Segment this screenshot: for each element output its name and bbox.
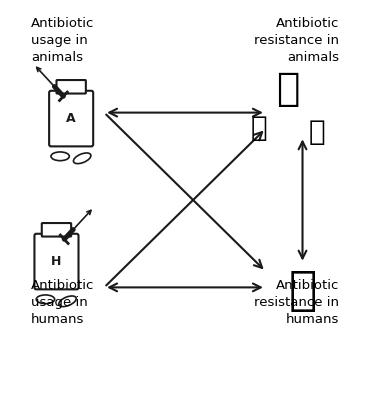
- FancyBboxPatch shape: [34, 234, 78, 289]
- Text: Antibiotic
usage in
animals: Antibiotic usage in animals: [31, 17, 94, 64]
- FancyBboxPatch shape: [49, 91, 93, 146]
- Text: 🐔: 🐔: [250, 114, 267, 142]
- Text: Antibiotic
usage in
humans: Antibiotic usage in humans: [31, 280, 94, 326]
- Ellipse shape: [36, 295, 55, 304]
- Text: Antibiotic
resistance in
animals: Antibiotic resistance in animals: [254, 17, 339, 64]
- Text: Antibiotic
resistance in
humans: Antibiotic resistance in humans: [254, 280, 339, 326]
- Text: H: H: [51, 255, 62, 268]
- Text: A: A: [66, 112, 76, 125]
- Ellipse shape: [59, 296, 76, 307]
- Text: 🐄: 🐄: [276, 70, 299, 108]
- Ellipse shape: [73, 153, 91, 164]
- Text: 🐷: 🐷: [309, 118, 326, 146]
- FancyBboxPatch shape: [57, 80, 86, 94]
- FancyBboxPatch shape: [42, 223, 71, 236]
- Ellipse shape: [51, 152, 69, 161]
- Text: 👥: 👥: [288, 269, 317, 314]
